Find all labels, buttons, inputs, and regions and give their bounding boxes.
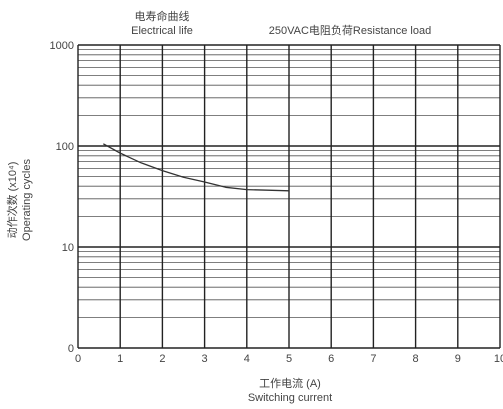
x-tick-label: 5 bbox=[286, 353, 292, 365]
x-tick-label: 8 bbox=[413, 353, 419, 365]
y-tick-label: 10 bbox=[62, 242, 74, 254]
x-tick-label: 7 bbox=[370, 353, 376, 365]
grid bbox=[77, 44, 501, 349]
chart-title-en: Electrical life bbox=[131, 25, 193, 37]
chart-title-cn: 电寿命曲线 bbox=[135, 9, 190, 23]
x-tick-label: 6 bbox=[328, 353, 334, 365]
y-axis-label-en: Operating cycles bbox=[21, 159, 33, 241]
x-tick-label: 0 bbox=[75, 353, 81, 365]
x-tick-label: 4 bbox=[244, 353, 250, 365]
y-axis-label-cn: 动作次数 (x10⁴) bbox=[5, 162, 19, 239]
x-axis-label-en: Switching current bbox=[248, 392, 332, 404]
series-line bbox=[103, 143, 290, 192]
axis-ticks: 0123456789100101001000 bbox=[50, 40, 503, 365]
series-layer bbox=[103, 143, 290, 192]
x-tick-label: 9 bbox=[455, 353, 461, 365]
x-tick-label: 3 bbox=[202, 353, 208, 365]
y-tick-label: 1000 bbox=[50, 40, 74, 52]
chart-condition: 250VAC电阻负荷Resistance load bbox=[269, 23, 431, 37]
x-tick-label: 10 bbox=[494, 353, 503, 365]
x-tick-label: 2 bbox=[159, 353, 165, 365]
y-tick-label: 100 bbox=[56, 141, 74, 153]
x-axis-label-cn: 工作电流 (A) bbox=[259, 376, 321, 390]
x-tick-label: 1 bbox=[117, 353, 123, 365]
y-tick-label: 0 bbox=[68, 343, 74, 355]
